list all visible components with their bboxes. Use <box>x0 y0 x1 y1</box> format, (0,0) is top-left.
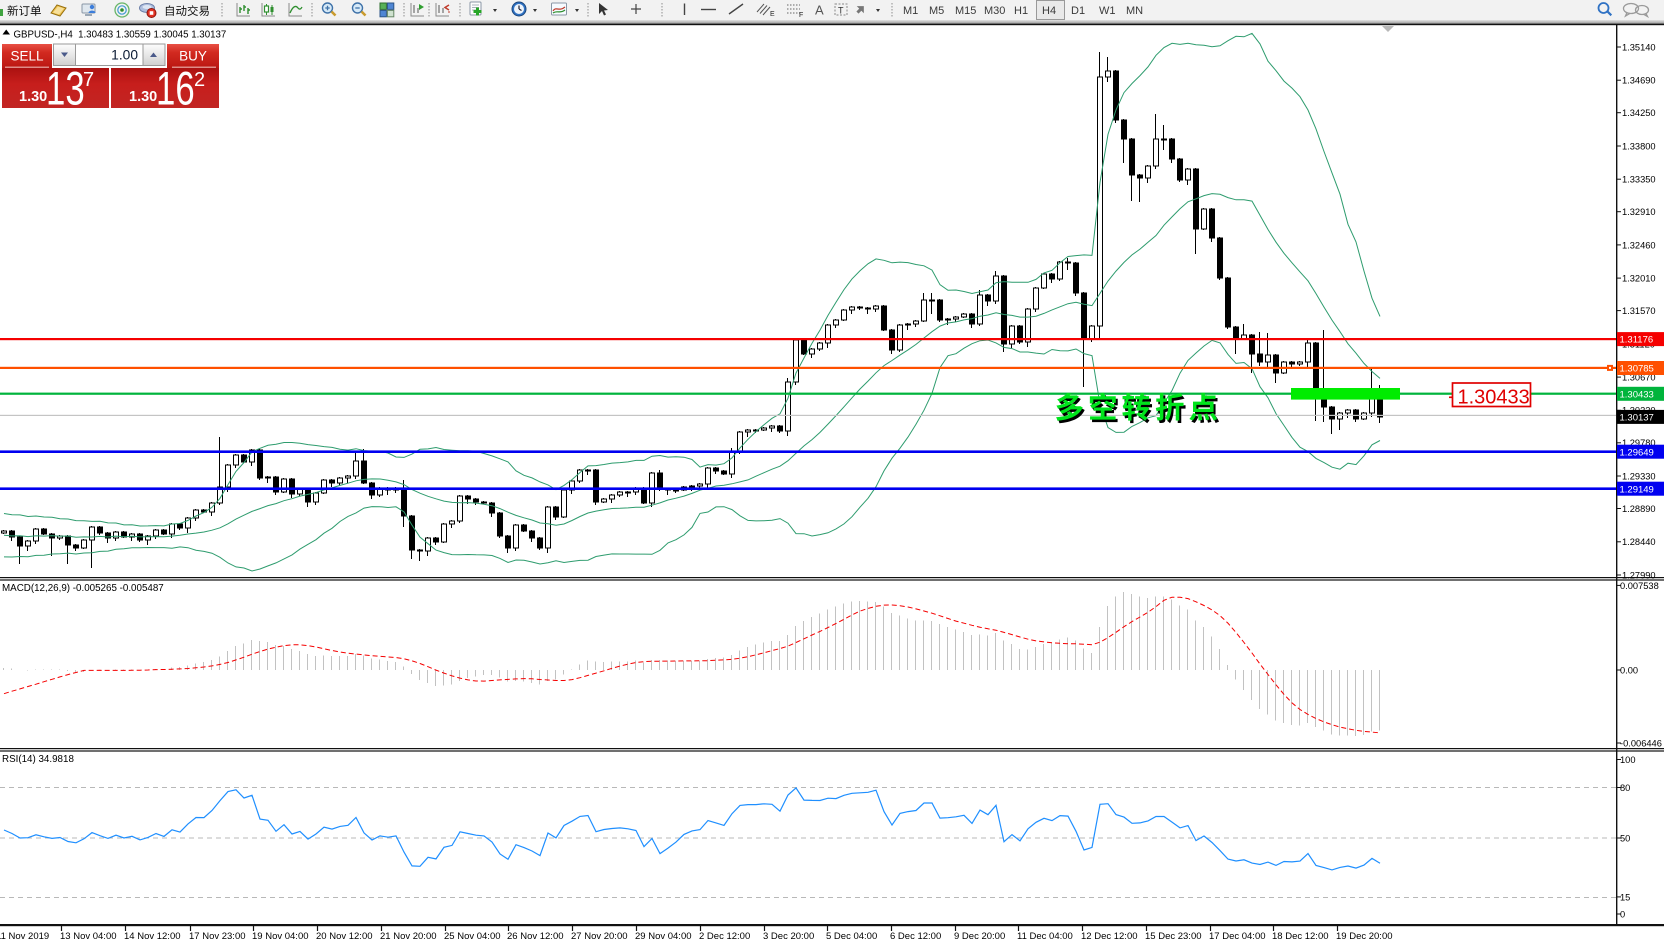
svg-text:15 Dec 23:00: 15 Dec 23:00 <box>1145 931 1202 942</box>
svg-text:F: F <box>799 12 803 19</box>
svg-text:1.33800: 1.33800 <box>1622 141 1656 151</box>
svg-text:1.30433: 1.30433 <box>1620 389 1654 400</box>
svg-text:E: E <box>770 11 775 18</box>
svg-text:RSI(14) 34.9818: RSI(14) 34.9818 <box>2 754 74 765</box>
svg-text:H1: H1 <box>1014 5 1028 17</box>
svg-text:D1: D1 <box>1071 5 1085 17</box>
svg-text:2: 2 <box>194 69 205 91</box>
svg-text:-0.006446: -0.006446 <box>1620 738 1662 748</box>
svg-text:1.30785: 1.30785 <box>1620 364 1654 375</box>
svg-text:1.30433: 1.30433 <box>1458 387 1530 409</box>
svg-text:1.30: 1.30 <box>129 89 157 105</box>
svg-text:16: 16 <box>156 62 195 114</box>
svg-text:1.34250: 1.34250 <box>1622 108 1656 118</box>
svg-text:0: 0 <box>1620 909 1625 919</box>
svg-text:15: 15 <box>1620 892 1630 902</box>
svg-text:20 Nov 12:00: 20 Nov 12:00 <box>316 931 373 942</box>
svg-text:29 Nov 04:00: 29 Nov 04:00 <box>635 931 692 942</box>
svg-text:M30: M30 <box>984 5 1005 17</box>
svg-text:1.34690: 1.34690 <box>1622 76 1656 86</box>
svg-text:12 Dec 12:00: 12 Dec 12:00 <box>1081 931 1138 942</box>
svg-text:13 Nov 04:00: 13 Nov 04:00 <box>60 931 117 942</box>
svg-text:18 Dec 12:00: 18 Dec 12:00 <box>1272 931 1329 942</box>
svg-text:H4: H4 <box>1042 5 1056 17</box>
svg-text:1.35140: 1.35140 <box>1622 42 1656 52</box>
svg-text:M1: M1 <box>903 5 918 17</box>
svg-text:MACD(12,26,9) -0.005265 -0.005: MACD(12,26,9) -0.005265 -0.005487 <box>2 583 164 594</box>
svg-text:1.30137: 1.30137 <box>1620 413 1654 424</box>
svg-text:A: A <box>815 3 824 18</box>
svg-text:2 Dec 12:00: 2 Dec 12:00 <box>699 931 750 942</box>
svg-text:13: 13 <box>46 62 85 114</box>
svg-text:GBPUSD-,H4 1.30483 1.30559 1.: GBPUSD-,H4 1.30483 1.30559 1.30045 1.301… <box>14 30 227 41</box>
svg-text:1.31176: 1.31176 <box>1620 335 1654 346</box>
svg-text:17 Nov 23:00: 17 Nov 23:00 <box>189 931 246 942</box>
svg-text:21 Nov 20:00: 21 Nov 20:00 <box>380 931 437 942</box>
svg-text:1.32460: 1.32460 <box>1622 240 1656 250</box>
svg-text:19 Dec 20:00: 19 Dec 20:00 <box>1336 931 1393 942</box>
svg-text:1.30: 1.30 <box>19 89 47 105</box>
svg-text:M15: M15 <box>955 5 976 17</box>
svg-text:1.30670: 1.30670 <box>1622 373 1656 383</box>
svg-text:SELL: SELL <box>10 49 44 64</box>
svg-text:1.00: 1.00 <box>111 48 138 63</box>
svg-text:M5: M5 <box>929 5 944 17</box>
svg-text:11 Nov 2019: 11 Nov 2019 <box>0 931 49 942</box>
svg-text:1.28890: 1.28890 <box>1622 504 1656 514</box>
svg-text:80: 80 <box>1620 783 1630 793</box>
svg-text:14 Nov 12:00: 14 Nov 12:00 <box>124 931 181 942</box>
svg-text:BUY: BUY <box>179 49 207 64</box>
svg-text:W1: W1 <box>1099 5 1116 17</box>
svg-text:100: 100 <box>1620 755 1636 765</box>
svg-text:T: T <box>838 6 844 16</box>
svg-text:1.28440: 1.28440 <box>1622 537 1656 547</box>
svg-text:1.29149: 1.29149 <box>1620 484 1654 495</box>
svg-text:1.29649: 1.29649 <box>1620 447 1654 458</box>
svg-text:50: 50 <box>1620 833 1630 843</box>
svg-text:0.00: 0.00 <box>1620 665 1638 675</box>
svg-text:1.27990: 1.27990 <box>1622 570 1656 580</box>
svg-text:26 Nov 12:00: 26 Nov 12:00 <box>507 931 564 942</box>
svg-text:1.32910: 1.32910 <box>1622 207 1656 217</box>
svg-text:17 Dec 04:00: 17 Dec 04:00 <box>1209 931 1266 942</box>
svg-text:27 Nov 20:00: 27 Nov 20:00 <box>571 931 628 942</box>
svg-text:1.29780: 1.29780 <box>1622 438 1656 448</box>
svg-text:1.29330: 1.29330 <box>1622 471 1656 481</box>
svg-text:1.31570: 1.31570 <box>1622 306 1656 316</box>
svg-text:7: 7 <box>83 69 94 91</box>
svg-text:1.33350: 1.33350 <box>1622 175 1656 185</box>
svg-text:25 Nov 04:00: 25 Nov 04:00 <box>444 931 501 942</box>
svg-text:5 Dec 04:00: 5 Dec 04:00 <box>826 931 877 942</box>
svg-text:19 Nov 04:00: 19 Nov 04:00 <box>252 931 309 942</box>
svg-text:11 Dec 04:00: 11 Dec 04:00 <box>1017 931 1073 942</box>
svg-text:9 Dec 20:00: 9 Dec 20:00 <box>954 931 1005 942</box>
svg-text:MN: MN <box>1126 5 1143 17</box>
svg-text:3 Dec 20:00: 3 Dec 20:00 <box>763 931 814 942</box>
svg-text:1.32010: 1.32010 <box>1622 274 1656 284</box>
svg-text:6 Dec 12:00: 6 Dec 12:00 <box>890 931 941 942</box>
svg-text:0.007538: 0.007538 <box>1620 581 1659 591</box>
